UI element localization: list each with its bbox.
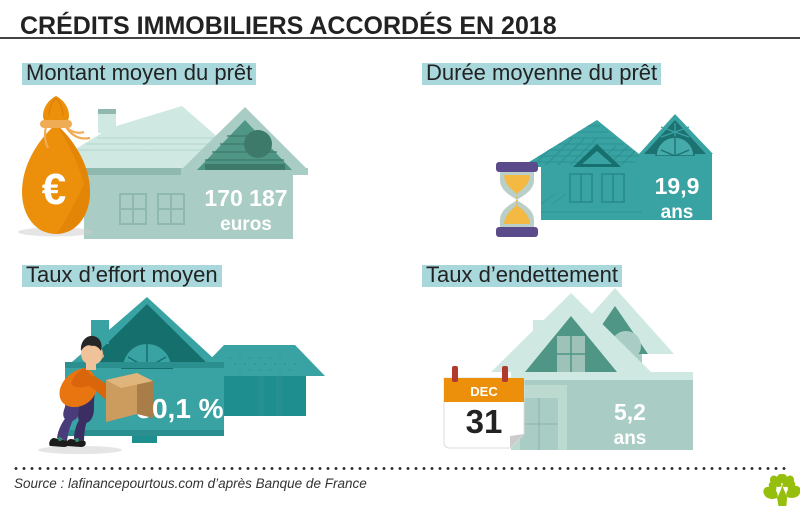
- svg-text:ans: ans: [614, 428, 647, 449]
- svg-text:31: 31: [466, 403, 503, 440]
- svg-text:ans: ans: [661, 202, 694, 223]
- svg-text:19,9: 19,9: [655, 173, 700, 199]
- svg-text:DEC: DEC: [470, 384, 498, 399]
- svg-text:€: €: [42, 165, 66, 214]
- svg-text:euros: euros: [220, 214, 272, 235]
- svg-text:5,2: 5,2: [614, 399, 646, 425]
- svg-text:170 187: 170 187: [204, 185, 287, 211]
